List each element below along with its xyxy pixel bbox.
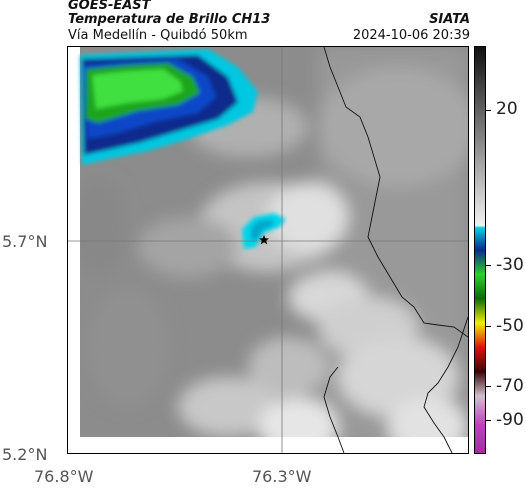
- colorbar-tick-minus90: -90: [496, 410, 524, 430]
- colorbar-tick-minus70: -70: [496, 376, 524, 396]
- colorbar-tick-minus50: -50: [496, 316, 524, 336]
- lat-label-5.7: 5.7°N: [2, 232, 48, 251]
- source-label: SIATA: [429, 12, 470, 27]
- lat-label-5.2: 5.2°N: [2, 445, 48, 464]
- star-icon: [259, 235, 269, 245]
- colorbar-tick-minus30: -30: [496, 255, 524, 275]
- colorbar-gradient: [475, 47, 485, 453]
- region-subtitle: Vía Medellín - Quibdó 50km: [68, 28, 248, 43]
- satellite-title: GOES-EAST: [68, 0, 151, 13]
- lon-label-76.3: 76.3°W: [252, 467, 312, 486]
- brightness-temperature-image: [68, 47, 468, 453]
- colorbar-tick-20: 20: [496, 99, 518, 119]
- lon-label-76.8: 76.8°W: [34, 467, 94, 486]
- colorbar: [474, 46, 486, 454]
- product-title: Temperatura de Brillo CH13: [68, 12, 271, 27]
- satellite-map: [67, 46, 469, 454]
- datetime-label: 2024-10-06 20:39: [352, 28, 470, 43]
